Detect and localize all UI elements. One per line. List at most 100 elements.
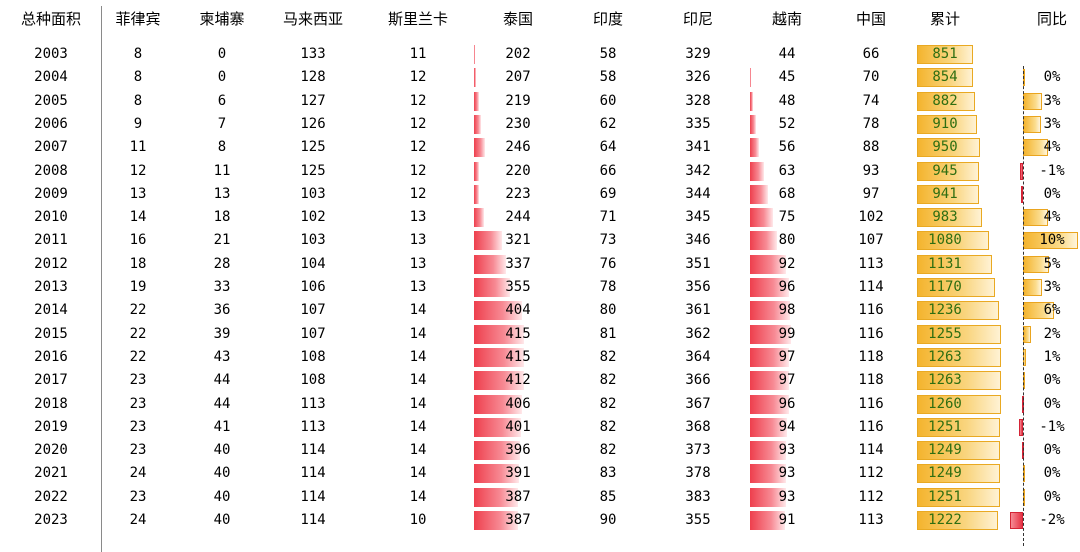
cell-cambodia: 13: [213, 185, 231, 202]
cell-total: 941: [932, 185, 958, 202]
total-data-bar: [917, 324, 1001, 344]
cell-china: 116: [858, 325, 884, 342]
cell-malaysia: 125: [300, 139, 326, 156]
total-data-bar: [917, 511, 999, 530]
cell-cambodia: 40: [213, 488, 231, 505]
total-data-bar: [917, 347, 1001, 367]
cell-indonesia: 378: [685, 465, 711, 482]
cell-india: 83: [599, 465, 617, 482]
cell-thailand: 404: [505, 302, 531, 319]
cell-cambodia: 21: [213, 232, 231, 249]
vietnam-data-bar: [750, 231, 777, 251]
cell-vietnam: 44: [778, 46, 796, 62]
vietnam-data-bar: [750, 114, 756, 134]
cell-indonesia: 344: [685, 185, 711, 202]
cell-yoy: 0%: [1043, 69, 1061, 86]
thailand-data-bar: [474, 254, 507, 274]
thailand-data-bar: [474, 208, 485, 228]
total-data-bar: [917, 371, 1001, 391]
cell-yoy: 0%: [1043, 395, 1061, 412]
cell-vietnam: 98: [778, 302, 796, 319]
cell-total: 910: [932, 115, 958, 132]
cell-year: 2012: [34, 255, 68, 272]
cell-indonesia: 329: [685, 46, 711, 62]
cell-malaysia: 113: [300, 418, 326, 435]
cell-vietnam: 94: [778, 418, 796, 435]
cell-sri-lanka: 13: [409, 209, 427, 226]
cell-india: 82: [599, 348, 617, 365]
cell-total: 854: [932, 69, 958, 86]
cell-china: 78: [862, 115, 880, 132]
header-malaysia: 马来西亚: [282, 10, 343, 28]
cell-cambodia: 33: [213, 279, 231, 295]
cell-vietnam: 97: [778, 348, 796, 365]
vietnam-data-bar: [750, 91, 753, 111]
cell-vietnam: 96: [778, 395, 796, 412]
cell-vietnam: 91: [778, 512, 796, 528]
total-data-bar: [917, 114, 977, 134]
cell-indonesia: 373: [685, 442, 711, 459]
total-data-bar: [917, 254, 993, 274]
thailand-data-bar: [474, 487, 518, 507]
cell-sri-lanka: 14: [409, 348, 427, 365]
cell-malaysia: 103: [300, 185, 326, 202]
cell-year: 2017: [34, 372, 68, 389]
cell-vietnam: 93: [778, 465, 796, 482]
yoy-negative-bar: [1019, 418, 1023, 436]
cell-cambodia: 44: [213, 395, 231, 412]
cell-thailand: 406: [505, 395, 531, 412]
cell-year: 2005: [34, 92, 68, 109]
cell-indonesia: 328: [685, 92, 711, 109]
cell-thailand: 246: [505, 139, 531, 156]
header-total: 累计: [929, 10, 960, 28]
header-indonesia: 印尼: [682, 10, 713, 28]
cell-indonesia: 367: [685, 395, 711, 412]
header-sri-lanka: 斯里兰卡: [387, 10, 448, 28]
cell-philippines: 22: [129, 325, 147, 342]
vietnam-data-bar: [750, 371, 790, 391]
cell-total: 851: [932, 46, 958, 62]
vietnam-data-bar: [750, 464, 787, 484]
cell-vietnam: 96: [778, 279, 796, 295]
cell-sri-lanka: 14: [409, 418, 427, 435]
cell-philippines: 13: [129, 185, 147, 202]
vietnam-data-bar: [750, 417, 787, 437]
cell-philippines: 24: [129, 512, 147, 528]
cell-yoy: 3%: [1043, 115, 1061, 132]
cell-year: 2022: [34, 488, 68, 505]
cell-sri-lanka: 14: [409, 442, 427, 459]
total-data-bar: [917, 45, 973, 64]
cell-year: 2003: [34, 46, 68, 62]
cell-yoy: 0%: [1043, 372, 1061, 389]
cell-malaysia: 108: [300, 372, 326, 389]
cell-indonesia: 366: [685, 372, 711, 389]
cell-yoy: 10%: [1039, 232, 1065, 249]
cell-yoy: 4%: [1043, 139, 1061, 156]
vietnam-data-bar: [750, 278, 789, 297]
cell-china: 107: [858, 232, 884, 249]
cell-year: 2009: [34, 185, 68, 202]
total-data-bar: [917, 464, 1001, 484]
thailand-data-bar: [474, 184, 480, 204]
cell-thailand: 396: [505, 442, 531, 459]
total-data-bar: [917, 184, 980, 204]
cell-total: 1222: [928, 512, 962, 528]
cell-indonesia: 364: [685, 348, 711, 365]
cell-india: 60: [599, 92, 617, 109]
cell-vietnam: 97: [778, 372, 796, 389]
cell-china: 118: [858, 372, 884, 389]
cell-cambodia: 8: [217, 139, 227, 156]
cell-year: 2010: [34, 209, 68, 226]
cell-cambodia: 41: [213, 418, 231, 435]
cell-philippines: 22: [129, 348, 147, 365]
cell-yoy: 6%: [1043, 302, 1061, 319]
cell-thailand: 207: [505, 69, 531, 86]
thailand-data-bar: [474, 347, 525, 367]
vietnam-data-bar: [750, 324, 791, 344]
cell-cambodia: 0: [217, 69, 227, 86]
header-vietnam: 越南: [771, 10, 802, 28]
cell-china: 102: [858, 209, 884, 226]
cell-year: 2011: [34, 232, 68, 249]
total-data-bar: [917, 68, 974, 88]
cell-india: 73: [599, 232, 617, 249]
